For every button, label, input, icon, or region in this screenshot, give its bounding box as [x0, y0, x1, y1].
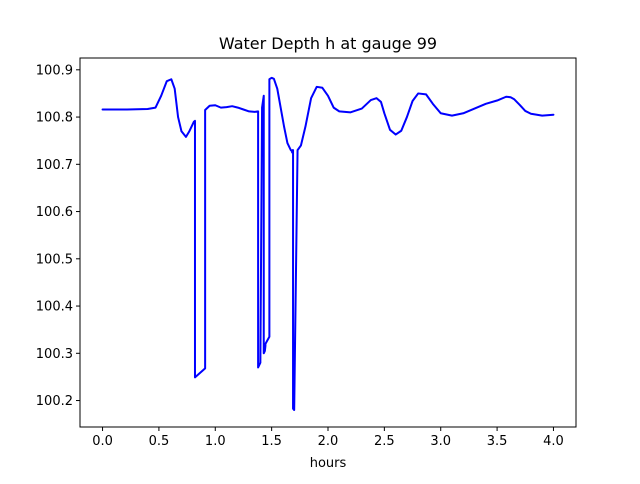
- y-tick-label: 100.8: [36, 111, 73, 126]
- y-tick-label: 100.2: [36, 394, 73, 409]
- series-line: [101, 76, 555, 411]
- y-tick-label: 100.6: [36, 205, 73, 220]
- y-tick-label: 100.9: [36, 63, 73, 78]
- x-tick-label: 0.0: [92, 434, 113, 449]
- x-axis: 0.0 0.5 1.0 1.5 2.0 2.5 3.0 3.5 4.0: [92, 427, 564, 449]
- x-tick-label: 2.5: [374, 434, 395, 449]
- y-tick-label: 100.3: [36, 347, 73, 362]
- chart-title: Water Depth h at gauge 99: [219, 34, 437, 53]
- x-tick-label: 0.5: [149, 434, 170, 449]
- x-tick-label: 4.0: [543, 434, 564, 449]
- x-tick-label: 1.5: [261, 434, 282, 449]
- y-tick-label: 100.5: [36, 252, 73, 267]
- plot-area: [79, 57, 577, 428]
- x-axis-label: hours: [310, 456, 347, 471]
- x-tick-label: 3.0: [430, 434, 451, 449]
- series-layer: [101, 76, 555, 411]
- x-tick-label: 2.0: [318, 434, 339, 449]
- y-tick-label: 100.4: [36, 300, 73, 315]
- x-tick-label: 3.5: [487, 434, 508, 449]
- x-tick-label: 1.0: [205, 434, 226, 449]
- plot-background: [80, 58, 576, 427]
- y-axis: 100.2 100.3 100.4 100.5 100.6 100.7 100.8 100.9: [36, 63, 80, 409]
- y-tick-label: 100.7: [36, 158, 73, 173]
